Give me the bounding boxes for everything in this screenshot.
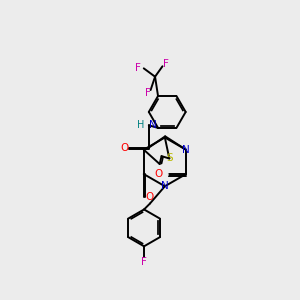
Text: N: N: [148, 120, 156, 130]
Text: O: O: [120, 142, 128, 153]
Text: S: S: [166, 154, 172, 164]
Text: F: F: [163, 59, 168, 69]
Text: O: O: [154, 169, 163, 179]
Text: O: O: [145, 192, 153, 202]
Text: N: N: [182, 145, 190, 155]
Text: F: F: [141, 257, 147, 267]
Text: F: F: [145, 88, 151, 98]
Text: F: F: [136, 63, 141, 74]
Text: N: N: [161, 181, 169, 191]
Text: H: H: [137, 120, 144, 130]
